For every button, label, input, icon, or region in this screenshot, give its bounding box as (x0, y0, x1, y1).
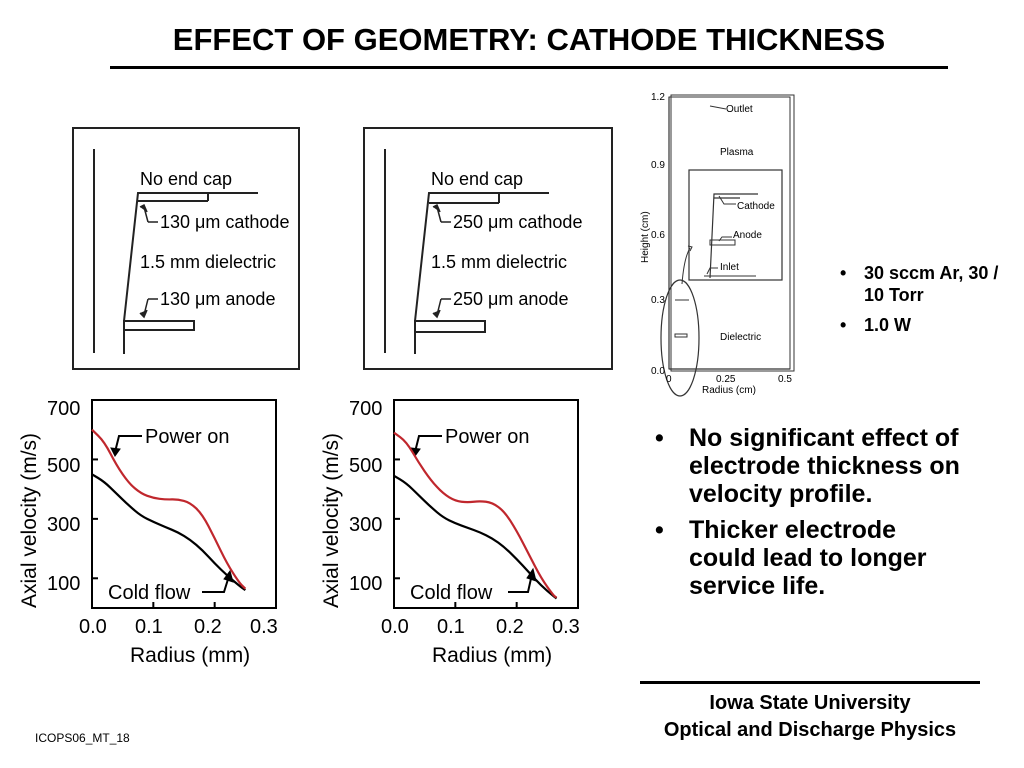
velocity-chart-2: 700 500 300 100 0.0 0.1 0.2 0.3 Radius (… (320, 398, 580, 667)
x-tick-label: 0.1 (135, 616, 163, 638)
anode-region-label: Anode (733, 230, 762, 241)
x-tick: 0.25 (716, 374, 736, 385)
anode-label: 250 μm anode (453, 289, 568, 309)
slide-id: ICOPS06_MT_18 (35, 731, 130, 745)
geometry-diagram: 1.2 0.9 0.6 0.3 0.0 0 0.25 0.5 Radius (c… (640, 92, 795, 397)
y-tick: 0.3 (651, 295, 665, 306)
x-tick-label: 0.2 (194, 616, 222, 638)
anode-electrode (414, 320, 486, 333)
y-tick-label: 500 (349, 455, 382, 477)
power-on-annotation: Power on (145, 426, 230, 448)
condition-item: 1.0 W (840, 314, 999, 336)
cathode-electrode (123, 192, 258, 354)
anode-electrode (123, 320, 195, 331)
condition-item: 30 sccm Ar, 30 / 10 Torr (840, 262, 999, 306)
title-underline (110, 66, 948, 69)
y-axis-label: Axial velocity (m/s) (18, 433, 41, 608)
footer-university: Iowa State University (709, 692, 911, 714)
y-tick-label: 700 (349, 398, 382, 420)
cathode-region-label: Cathode (737, 201, 775, 212)
anode-label: 130 μm anode (160, 289, 275, 309)
y-tick: 0.6 (651, 230, 665, 241)
footer-rule (640, 681, 980, 684)
dielectric-region-label: Dielectric (720, 332, 761, 343)
y-tick-label: 100 (349, 573, 382, 595)
inset-ellipse (660, 279, 700, 397)
x-tick-label: 0.3 (552, 616, 580, 638)
power-on-curve (393, 431, 558, 599)
footer-group: Optical and Discharge Physics (663, 719, 957, 741)
dielectric-label: 1.5 mm dielectric (140, 252, 276, 272)
cold-flow-annotation: Cold flow (108, 582, 191, 604)
inlet-label: Inlet (720, 262, 739, 273)
conditions-list: 30 sccm Ar, 30 / 10 Torr 1.0 W (840, 262, 999, 344)
y-tick: 0.0 (651, 366, 665, 377)
x-tick-label: 0.0 (381, 616, 409, 638)
conclusion-item: No significant effect of electrode thick… (655, 424, 1010, 508)
schematic-130um: No end cap 130 μm cathode 1.5 mm dielect… (72, 127, 300, 370)
y-tick-label: 100 (47, 573, 80, 595)
dielectric-label: 1.5 mm dielectric (431, 252, 567, 272)
page-title: EFFECT OF GEOMETRY: CATHODE THICKNESS (172, 22, 886, 57)
cold-flow-curve (393, 474, 558, 600)
end-cap-label: No end cap (140, 169, 232, 189)
y-tick: 1.2 (651, 92, 665, 103)
plot-frame (91, 399, 277, 609)
x-axis-label: Radius (mm) (130, 644, 250, 667)
x-tick-label: 0.0 (79, 616, 107, 638)
x-tick: 0 (666, 374, 672, 385)
plot-frame (393, 399, 579, 609)
footer: Iowa State University Optical and Discha… (640, 690, 980, 744)
end-cap-label: No end cap (431, 169, 523, 189)
x-axis-label: Radius (cm) (702, 385, 756, 396)
x-axis-label: Radius (mm) (432, 644, 552, 667)
cathode-electrode (414, 192, 549, 354)
cathode-label: 250 μm cathode (453, 212, 582, 232)
schematic-250um: No end cap 250 μm cathode 1.5 mm dielect… (363, 127, 613, 370)
y-tick-label: 300 (47, 514, 80, 536)
x-tick: 0.5 (778, 374, 792, 385)
outlet-label: Outlet (726, 104, 753, 115)
x-tick-label: 0.2 (496, 616, 524, 638)
tick-marks (394, 458, 518, 608)
cathode-label: 130 μm cathode (160, 212, 289, 232)
y-tick-label: 300 (349, 514, 382, 536)
plasma-label: Plasma (720, 147, 754, 158)
x-tick-label: 0.3 (250, 616, 278, 638)
y-tick-label: 700 (47, 398, 80, 420)
y-axis-label: Axial velocity (m/s) (320, 433, 343, 608)
y-tick-label: 500 (47, 455, 80, 477)
tick-marks (92, 458, 216, 608)
power-on-curve (91, 428, 247, 590)
velocity-chart-1: 700 500 300 100 0.0 0.1 0.2 0.3 Radius (… (18, 398, 278, 667)
cold-flow-annotation: Cold flow (410, 582, 493, 604)
cold-flow-curve (91, 473, 246, 592)
y-tick: 0.9 (651, 160, 665, 171)
y-axis-label: Height (cm) (640, 211, 651, 263)
conclusions-list: No significant effect of electrode thick… (655, 424, 1010, 608)
power-on-annotation: Power on (445, 426, 530, 448)
zoom-box (688, 169, 783, 281)
conclusion-item: Thicker electrode could lead to longer s… (655, 516, 969, 600)
x-tick-label: 0.1 (437, 616, 465, 638)
